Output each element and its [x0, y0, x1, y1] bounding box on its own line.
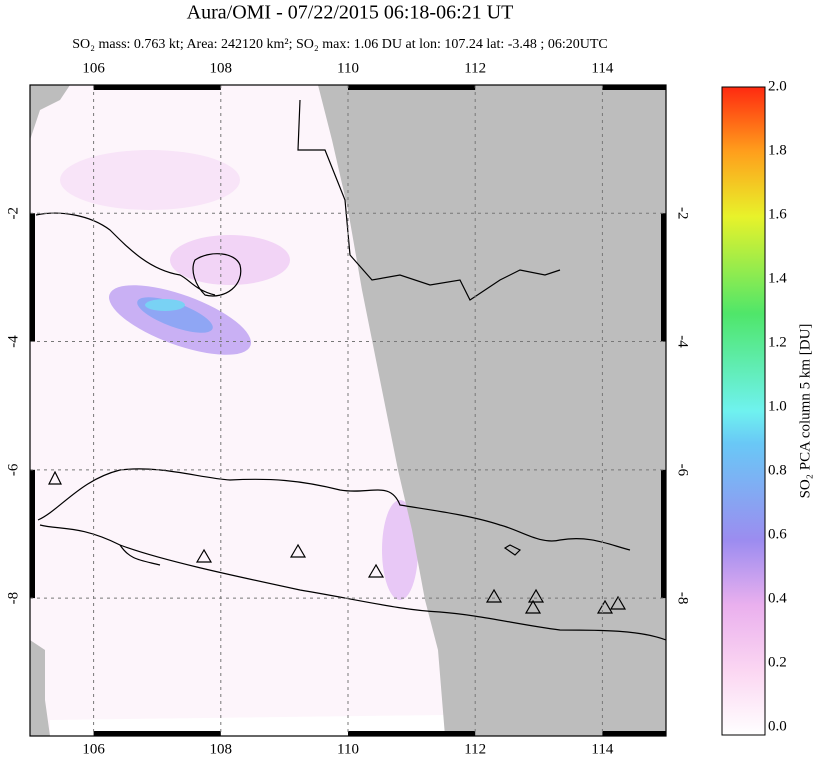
- x-tick-label: 114: [591, 60, 613, 76]
- colorbar-label: SO₂ PCA column 5 km [DU]: [797, 324, 813, 499]
- y-tick-label: -4: [675, 335, 691, 348]
- no-data: [318, 85, 666, 736]
- subtitle: SO₂ mass: 0.763 kt; Area: 242120 km²; SO…: [72, 37, 607, 52]
- border-bar: [93, 731, 221, 736]
- volcano-markers: [48, 470, 627, 614]
- x-tick-label: 106: [82, 741, 105, 757]
- no-data: [30, 640, 50, 736]
- y-tick-label: -2: [5, 207, 21, 220]
- colorbar-tick-label: 1.2: [768, 334, 787, 350]
- colorbar-tick-label: 1.4: [768, 270, 787, 286]
- colorbar-tick-label: 0.0: [768, 718, 787, 734]
- y-tick-label: -2: [675, 207, 691, 220]
- so2-plume: [170, 235, 290, 285]
- colorbar: [721, 86, 766, 736]
- border-bar: [602, 85, 666, 90]
- so2-plume: [382, 500, 418, 600]
- colorbar-tick-label: 0.2: [768, 654, 787, 670]
- map-frame: [29, 84, 667, 737]
- x-tick-label: 112: [464, 741, 486, 757]
- border-bar: [348, 85, 476, 90]
- border-bar: [348, 731, 476, 736]
- y-tick-label: -6: [5, 463, 21, 476]
- y-tick-label: -6: [675, 464, 691, 477]
- x-tick-label: 108: [210, 60, 233, 76]
- border-bar: [93, 85, 221, 90]
- x-tick-label: 110: [337, 60, 359, 76]
- colorbar-tick-label: 2.0: [768, 78, 787, 94]
- x-tick-label: 108: [210, 741, 233, 757]
- y-tick-label: -8: [675, 592, 691, 605]
- border-bar: [661, 213, 666, 342]
- colorbar-tick-label: 0.4: [768, 590, 787, 606]
- so2-plume: [60, 150, 240, 210]
- y-tick-label: -8: [5, 592, 21, 605]
- no-data: [30, 85, 70, 140]
- y-tick-label: -4: [5, 335, 21, 348]
- colorbar-tick-label: 1.6: [768, 206, 787, 222]
- x-tick-label: 110: [337, 741, 359, 757]
- x-tick-label: 106: [82, 60, 105, 76]
- colorbar-tick-label: 1.8: [768, 142, 787, 158]
- x-tick-label: 114: [591, 741, 613, 757]
- map-area: [30, 85, 666, 736]
- title: Aura/OMI - 07/22/2015 06:18-06:21 UT: [187, 2, 514, 24]
- so2-plume: [145, 299, 185, 311]
- x-tick-label: 112: [464, 60, 486, 76]
- colorbar-tick-label: 1.0: [768, 398, 787, 414]
- axes: 106 106 108 108 110 110 112 112 114 114 -2 -2 -4 -4 -6…: [5, 60, 787, 757]
- colorbar-tick-label: 0.8: [768, 462, 787, 478]
- border-bar: [602, 731, 666, 736]
- data-field: [50, 715, 445, 736]
- colorbar-tick-label: 0.6: [768, 526, 787, 542]
- border-bar: [661, 469, 666, 599]
- border-bar: [30, 213, 35, 342]
- border-bar: [30, 469, 35, 599]
